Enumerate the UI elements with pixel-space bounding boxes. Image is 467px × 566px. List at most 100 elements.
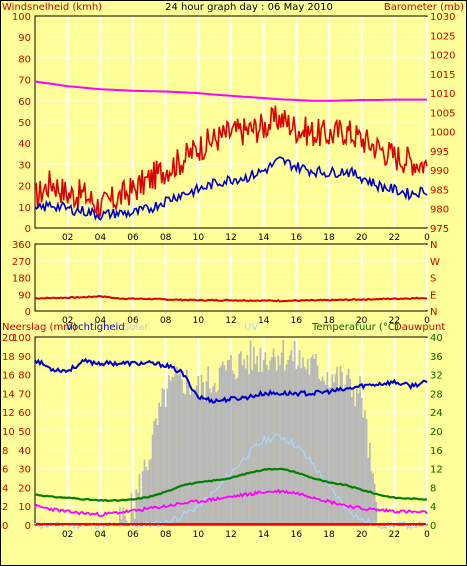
rain-tick: 16 [2, 371, 15, 382]
wind-x-tick: 12 [225, 233, 236, 243]
wind-speed-line [34, 156, 428, 221]
direction-x-tick: 18 [323, 316, 335, 326]
climate-left-tick: 80 [18, 371, 31, 382]
direction-right-tick: S [430, 274, 436, 285]
climate-right-tick: 8 [430, 483, 436, 494]
climate-x-tick: 0 [424, 530, 430, 540]
climate-x-tick: 10 [193, 530, 205, 540]
wind-left-tick: 50 [18, 118, 31, 129]
climate-right-tick: 16 [430, 446, 443, 457]
wind-right-tick: 1015 [430, 70, 455, 81]
climate-x-tick: 08 [160, 530, 172, 540]
climate-right-tick: 36 [430, 352, 443, 363]
climate-right-tick: 0 [430, 521, 436, 532]
climate-x-tick: 12 [225, 530, 236, 540]
climate-right-tick: 4 [430, 502, 436, 513]
climate-x-tick: 16 [291, 530, 303, 540]
climate-left-tick: 100 [12, 333, 31, 344]
wind-left-tick: 100 [12, 12, 31, 23]
direction-x-tick: 06 [127, 316, 139, 326]
wind-x-tick: 02 [62, 233, 73, 243]
climate-panel: 0102030405060708090100048121620242832364… [2, 333, 443, 540]
wind-x-tick: 18 [323, 233, 335, 243]
wind-right-tick: 985 [430, 185, 449, 196]
wind-gust-line [34, 105, 428, 219]
wind-x-tick: 20 [356, 233, 368, 243]
climate-x-tick: 04 [95, 530, 107, 540]
wind-x-tick: 0 [424, 233, 430, 243]
wind-right-tick: 980 [430, 205, 449, 216]
wind-right-tick: 995 [430, 147, 449, 158]
wind-x-tick: 16 [291, 233, 303, 243]
climate-x-tick: 18 [323, 530, 335, 540]
direction-x-tick: 12 [225, 316, 236, 326]
wind-right-tick: 975 [430, 224, 449, 235]
rain-tick: 2 [2, 502, 8, 513]
direction-x-tick: 08 [160, 316, 172, 326]
direction-right-tick: N [430, 240, 437, 251]
climate-right-tick: 12 [430, 465, 443, 476]
direction-x-tick: 20 [356, 316, 368, 326]
dewpoint-label: Dauwpunt [394, 322, 445, 333]
climate-left-tick: 60 [18, 408, 31, 419]
climate-left-tick: 50 [18, 427, 31, 438]
climate-right-tick: 40 [430, 333, 443, 344]
climate-left-tick: 20 [18, 483, 31, 494]
wind-x-tick: 10 [193, 233, 205, 243]
uv-label: UV [244, 322, 258, 333]
direction-x-tick: 16 [291, 316, 303, 326]
rain-tick: 18 [2, 352, 15, 363]
solar-label: Solar [123, 322, 149, 333]
wind-x-tick: 04 [95, 233, 107, 243]
barometer-axis-label: Barometer (mb) [384, 2, 464, 13]
wind-left-tick: 30 [18, 160, 31, 171]
direction-x-tick: 02 [62, 316, 73, 326]
climate-left-tick: 40 [18, 446, 31, 457]
dewpoint-line [34, 488, 428, 518]
wind-left-tick: 70 [18, 76, 31, 87]
climate-right-tick: 28 [430, 389, 443, 400]
rain-tick: 20 [2, 333, 15, 344]
climate-x-tick: 22 [389, 530, 400, 540]
wind-left-tick: 20 [18, 182, 31, 193]
climate-left-tick: 70 [18, 389, 31, 400]
climate-x-tick: 02 [62, 530, 73, 540]
wind-x-tick: 14 [258, 233, 270, 243]
direction-left-tick: 270 [12, 257, 31, 268]
rain-tick: 14 [2, 389, 15, 400]
humidity-line [34, 357, 428, 404]
wind-x-tick: 06 [127, 233, 139, 243]
wind-left-tick: 60 [18, 97, 31, 108]
rain-tick: 0 [2, 521, 8, 532]
climate-right-tick: 32 [430, 371, 443, 382]
wind-speed-axis-label: Windsnelheid (kmh) [2, 2, 102, 13]
rain-tick: 10 [2, 427, 15, 438]
wind-left-tick: 80 [18, 54, 31, 65]
wind-left-tick: 10 [18, 203, 31, 214]
wind-x-tick: 22 [389, 233, 400, 243]
climate-left-tick: 90 [18, 352, 31, 363]
rain-tick: 4 [2, 483, 8, 494]
wind-right-tick: 1000 [430, 128, 455, 139]
direction-right-tick: W [430, 257, 440, 268]
humidity-axis-label: Vochtigheid [66, 322, 125, 333]
wind-right-tick: 1025 [430, 31, 455, 42]
rain-tick: 8 [2, 446, 8, 457]
direction-left-tick: 180 [12, 274, 31, 285]
wind-right-tick: 990 [430, 166, 449, 177]
wind-left-tick: 90 [18, 33, 31, 44]
direction-x-tick: 14 [258, 316, 270, 326]
barometer-line [34, 80, 427, 102]
direction-x-tick: 04 [95, 316, 107, 326]
direction-left-tick: 90 [18, 290, 31, 301]
direction-left-tick: 0 [25, 307, 31, 318]
climate-left-tick: 10 [18, 502, 31, 513]
wind-right-tick: 1005 [430, 108, 455, 119]
climate-right-tick: 24 [430, 408, 443, 419]
graph-title: 24 hour graph day : 06 May 2010 [165, 2, 333, 13]
direction-x-tick: 10 [193, 316, 205, 326]
direction-left-tick: 360 [12, 240, 31, 251]
temperature-axis-label: Temperatuur (°C) [311, 322, 399, 333]
direction-right-tick: N [430, 307, 437, 318]
